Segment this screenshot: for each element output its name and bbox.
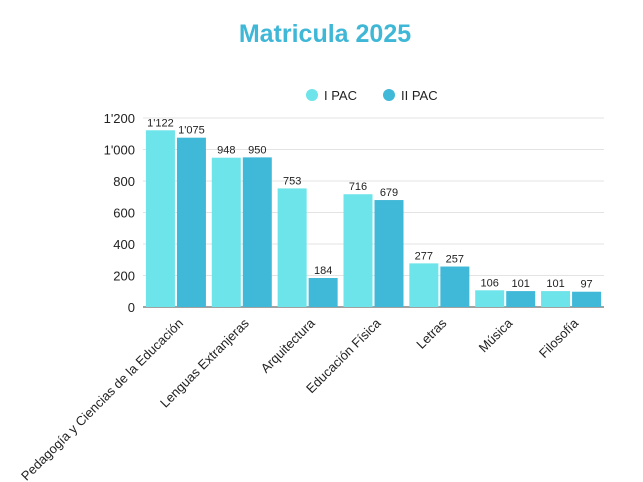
data-label-ii-pac-musica: 101 [512, 278, 530, 290]
legend-swatch-i-pac [306, 89, 318, 101]
y-tick-label: 0 [128, 300, 135, 315]
x-category-label: Arquitectura [258, 315, 319, 376]
data-label-ii-pac-lenguas-extranjeras: 950 [248, 144, 266, 156]
data-label-i-pac-pedagogia-y-ciencias-de-la-educacion: 1'122 [147, 117, 174, 129]
bar-ii-pac-letras [440, 266, 470, 307]
bar-i-pac-lenguas-extranjeras [211, 157, 241, 307]
bar-i-pac-letras [409, 263, 439, 307]
data-label-i-pac-filosofia: 101 [546, 278, 564, 290]
data-label-ii-pac-filosofia: 97 [580, 279, 592, 291]
x-axis-categories: Pedagogía y Ciencias de la EducaciónLeng… [18, 315, 582, 482]
bars [145, 130, 602, 307]
y-tick-label: 400 [113, 237, 135, 252]
chart-title: Matricula 2025 [239, 20, 411, 48]
data-label-i-pac-arquitectura: 753 [283, 175, 301, 187]
y-axis-ticks: 0 200 400 600 800 1'000 1'200 [104, 111, 135, 315]
data-label-ii-pac-letras: 257 [446, 254, 464, 266]
y-tick-label: 600 [113, 206, 135, 221]
legend-swatch-ii-pac [383, 89, 395, 101]
data-label-i-pac-lenguas-extranjeras: 948 [217, 145, 235, 157]
data-label-ii-pac-educacion-fisica: 679 [380, 187, 398, 199]
y-tick-label: 1'200 [104, 111, 135, 126]
x-category-label: Filosofía [536, 315, 582, 361]
y-tick-label: 1'000 [104, 143, 135, 158]
bar-ii-pac-arquitectura [308, 278, 338, 307]
legend-label-ii-pac: II PAC [401, 88, 438, 103]
data-labels: 1'122 1'075 948 950 753 184 716 679 277 257 106 101… [147, 117, 593, 290]
bar-ii-pac-musica [506, 291, 536, 307]
bar-ii-pac-lenguas-extranjeras [242, 157, 272, 307]
legend: I PAC II PAC [306, 88, 438, 103]
bar-i-pac-pedagogia-y-ciencias-de-la-educacion [145, 130, 175, 307]
y-tick-label: 200 [113, 269, 135, 284]
data-label-i-pac-musica: 106 [481, 277, 499, 289]
data-label-ii-pac-arquitectura: 184 [314, 265, 332, 277]
bar-ii-pac-educacion-fisica [374, 200, 404, 307]
bar-ii-pac-filosofia [572, 291, 602, 307]
x-category-label: Música [476, 315, 516, 355]
data-label-i-pac-educacion-fisica: 716 [349, 181, 367, 193]
legend-label-i-pac: I PAC [324, 88, 357, 103]
data-label-ii-pac-pedagogia-y-ciencias-de-la-educacion: 1'075 [178, 125, 205, 137]
x-category-label: Letras [413, 315, 450, 352]
bar-i-pac-filosofia [541, 291, 571, 307]
data-label-i-pac-letras: 277 [415, 250, 433, 262]
bar-ii-pac-pedagogia-y-ciencias-de-la-educacion [176, 137, 206, 307]
y-tick-label: 800 [113, 174, 135, 189]
bar-i-pac-educacion-fisica [343, 194, 373, 307]
bar-i-pac-musica [475, 290, 505, 307]
bar-i-pac-arquitectura [277, 188, 307, 307]
